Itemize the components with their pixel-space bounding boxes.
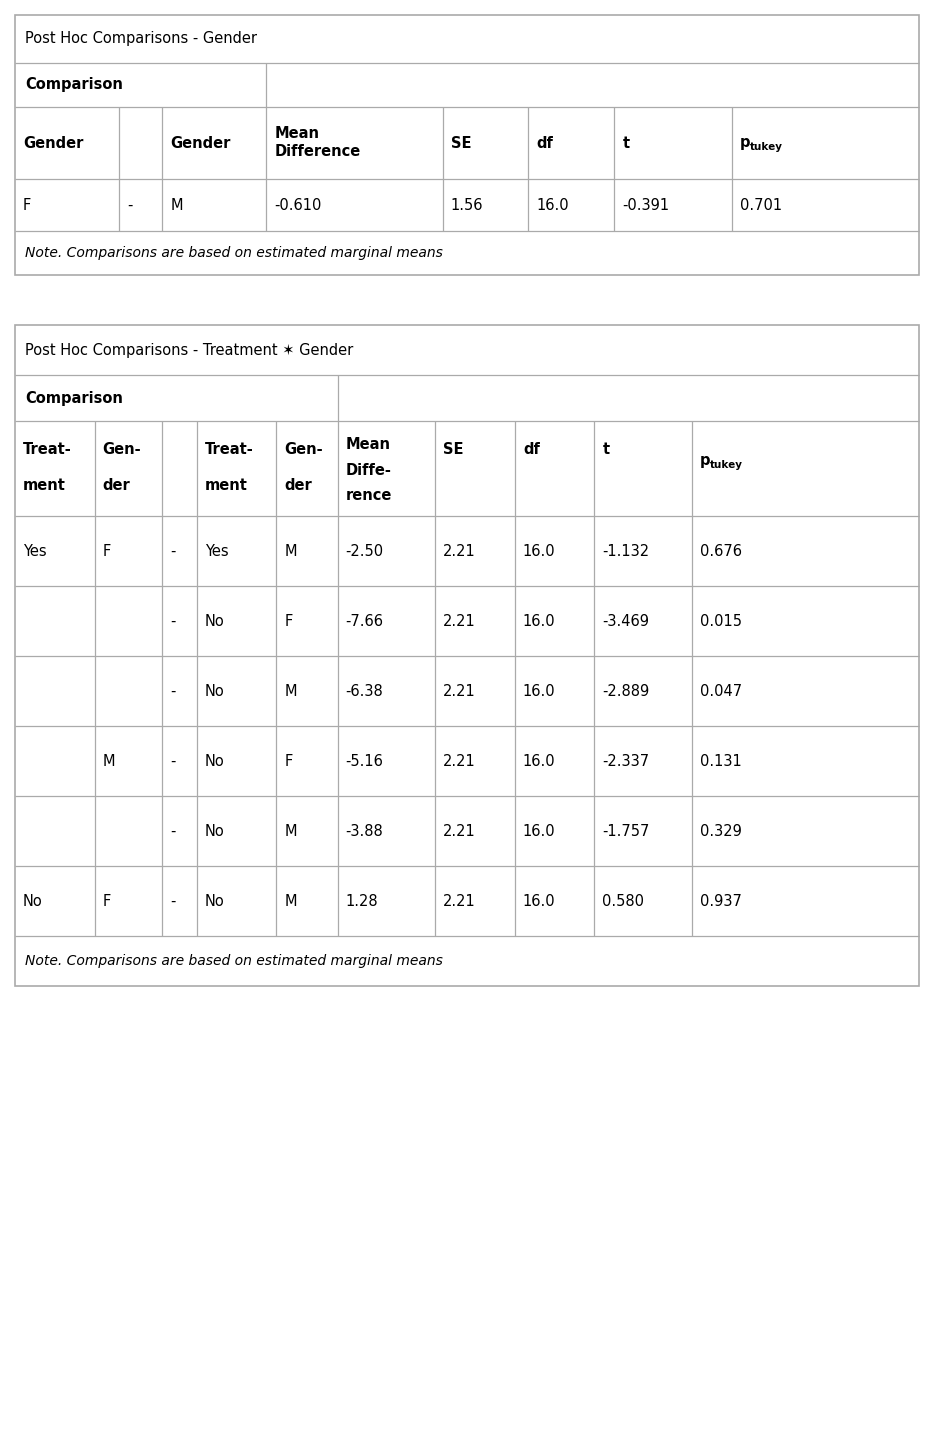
Text: Difference: Difference (275, 145, 361, 159)
Text: 0.131: 0.131 (700, 753, 742, 768)
Text: tukey: tukey (710, 460, 743, 470)
Text: rence: rence (346, 487, 392, 503)
Text: 2.21: 2.21 (444, 824, 476, 839)
Text: -0.391: -0.391 (622, 198, 670, 213)
Text: -2.337: -2.337 (602, 753, 649, 768)
Text: 16.0: 16.0 (523, 544, 556, 558)
Text: -6.38: -6.38 (346, 684, 384, 698)
Text: SE: SE (444, 442, 464, 457)
Text: M: M (284, 824, 297, 839)
Text: 1.56: 1.56 (450, 198, 483, 213)
Text: 1.28: 1.28 (346, 894, 378, 908)
Text: -5.16: -5.16 (346, 753, 384, 768)
Text: 2.21: 2.21 (444, 894, 476, 908)
Text: -1.132: -1.132 (602, 544, 649, 558)
Text: M: M (284, 684, 297, 698)
Text: M: M (284, 544, 297, 558)
Text: Gen-: Gen- (103, 442, 141, 457)
Text: der: der (103, 479, 131, 493)
Text: 16.0: 16.0 (523, 613, 556, 629)
Text: -2.50: -2.50 (346, 544, 384, 558)
Text: No: No (205, 824, 224, 839)
Text: Gender: Gender (23, 136, 83, 150)
Text: F: F (23, 198, 31, 213)
Text: Mean: Mean (346, 437, 390, 453)
Text: Post Hoc Comparisons - Treatment ✶ Gender: Post Hoc Comparisons - Treatment ✶ Gende… (25, 343, 353, 357)
Text: ment: ment (23, 479, 66, 493)
Text: F: F (284, 753, 292, 768)
Text: Yes: Yes (205, 544, 228, 558)
Text: 16.0: 16.0 (536, 198, 569, 213)
Text: -: - (170, 544, 176, 558)
Text: F: F (284, 613, 292, 629)
Text: -3.88: -3.88 (346, 824, 384, 839)
Text: df: df (523, 442, 540, 457)
Text: M: M (170, 198, 183, 213)
Text: -3.469: -3.469 (602, 613, 649, 629)
Text: No: No (205, 753, 224, 768)
Text: ment: ment (205, 479, 248, 493)
Text: df: df (536, 136, 553, 150)
Text: 2.21: 2.21 (444, 544, 476, 558)
Text: Note. Comparisons are based on estimated marginal means: Note. Comparisons are based on estimated… (25, 954, 443, 967)
Text: No: No (23, 894, 43, 908)
Text: M: M (284, 894, 297, 908)
Text: t: t (622, 136, 630, 150)
Text: 2.21: 2.21 (444, 684, 476, 698)
Text: Comparison: Comparison (25, 78, 123, 93)
Text: -: - (170, 894, 176, 908)
Text: No: No (205, 613, 224, 629)
Text: No: No (205, 684, 224, 698)
Text: F: F (103, 544, 111, 558)
Text: Comparison: Comparison (25, 390, 123, 405)
Text: -2.889: -2.889 (602, 684, 650, 698)
Text: Treat-: Treat- (205, 442, 253, 457)
Text: 2.21: 2.21 (444, 753, 476, 768)
Bar (15, 325, 919, 986)
Text: 0.580: 0.580 (602, 894, 644, 908)
Text: 16.0: 16.0 (523, 684, 556, 698)
Text: No: No (205, 894, 224, 908)
Text: 16.0: 16.0 (523, 894, 556, 908)
Text: Mean: Mean (275, 126, 319, 142)
Text: -: - (170, 824, 176, 839)
Text: 0.676: 0.676 (700, 544, 743, 558)
Text: SE: SE (450, 136, 471, 150)
Text: 16.0: 16.0 (523, 753, 556, 768)
Text: 0.015: 0.015 (700, 613, 743, 629)
Text: 0.701: 0.701 (740, 198, 782, 213)
Text: -: - (170, 684, 176, 698)
Text: Yes: Yes (23, 544, 47, 558)
Text: 2.21: 2.21 (444, 613, 476, 629)
Bar (15, 14, 919, 275)
Text: M: M (103, 753, 115, 768)
Text: -1.757: -1.757 (602, 824, 650, 839)
Text: p: p (700, 453, 711, 469)
Text: -: - (127, 198, 133, 213)
Text: t: t (602, 442, 610, 457)
Text: Diffe-: Diffe- (346, 463, 391, 477)
Text: -: - (170, 753, 176, 768)
Text: F: F (103, 894, 111, 908)
Text: 0.047: 0.047 (700, 684, 743, 698)
Text: der: der (284, 479, 312, 493)
Text: 0.937: 0.937 (700, 894, 742, 908)
Text: -: - (170, 613, 176, 629)
Text: 16.0: 16.0 (523, 824, 556, 839)
Text: Gender: Gender (170, 136, 231, 150)
Text: -0.610: -0.610 (275, 198, 321, 213)
Text: Treat-: Treat- (23, 442, 72, 457)
Text: Gen-: Gen- (284, 442, 323, 457)
Text: tukey: tukey (750, 142, 783, 152)
Text: -7.66: -7.66 (346, 613, 384, 629)
Text: p: p (740, 136, 750, 150)
Text: 0.329: 0.329 (700, 824, 742, 839)
Text: Post Hoc Comparisons - Gender: Post Hoc Comparisons - Gender (25, 32, 257, 46)
Text: Note. Comparisons are based on estimated marginal means: Note. Comparisons are based on estimated… (25, 246, 443, 260)
